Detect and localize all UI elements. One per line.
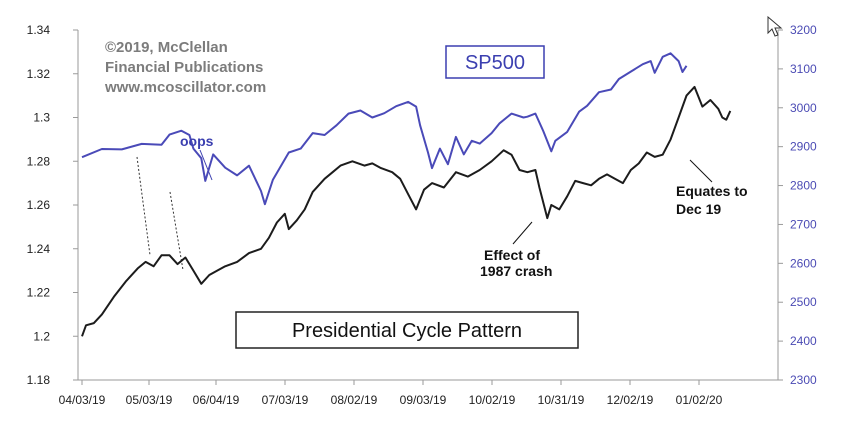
sp500-legend-label: SP500 (465, 52, 525, 74)
sp500-series-line (81, 52, 688, 206)
crash-annotation-line-1: Effect of (484, 247, 540, 263)
x-tick-label: 10/31/19 (538, 393, 585, 407)
crash-pointer-line (512, 221, 533, 245)
equates-annotation-line-2: Dec 19 (676, 201, 721, 217)
left-tick-label: 1.34 (27, 23, 51, 37)
left-tick-label: 1.28 (27, 154, 51, 168)
pattern-legend-box (235, 311, 579, 349)
x-tick-label: 12/02/19 (607, 393, 654, 407)
x-tick-label: 07/03/19 (262, 393, 309, 407)
left-tick-label: 1.26 (27, 198, 51, 212)
left-tick-label: 1.22 (27, 286, 51, 300)
x-axis-ticks: 04/03/19 05/03/19 06/04/19 07/03/19 08/02/19… (59, 380, 723, 407)
right-tick-label: 2300 (790, 373, 817, 387)
left-tick-label: 1.3 (33, 111, 50, 125)
x-tick-label: 09/03/19 (400, 393, 447, 407)
right-tick-label: 2500 (790, 295, 817, 309)
x-tick-label: 05/03/19 (126, 393, 173, 407)
sp500-legend-box (445, 45, 545, 79)
equates-pointer-line (689, 159, 713, 183)
left-axis-ticks: 1.18 1.2 1.22 1.24 1.26 1.28 1.3 1.32 1.34 (27, 23, 78, 387)
left-tick-label: 1.24 (27, 242, 51, 256)
x-tick-label: 10/02/19 (469, 393, 516, 407)
crash-annotation-line-2: 1987 crash (480, 263, 552, 279)
right-tick-label: 2900 (790, 140, 817, 154)
oops-annotation: oops (180, 133, 214, 149)
mouse-cursor-icon (767, 16, 783, 37)
credit-line-1: ©2019, McClellan (105, 39, 228, 56)
dotted-connector-2 (169, 191, 184, 271)
dotted-connector-1 (136, 156, 151, 256)
right-tick-label: 3100 (790, 62, 817, 76)
oops-pointer-line (199, 149, 213, 181)
x-tick-label: 01/02/20 (676, 393, 723, 407)
right-tick-label: 2400 (790, 334, 817, 348)
credit-line-3: www.mcoscillator.com (104, 79, 266, 96)
x-tick-label: 06/04/19 (193, 393, 240, 407)
credit-line-2: Financial Publications (105, 59, 263, 76)
right-tick-label: 2800 (790, 179, 817, 193)
left-tick-label: 1.18 (27, 373, 51, 387)
x-tick-label: 08/02/19 (331, 393, 378, 407)
right-tick-label: 3000 (790, 101, 817, 115)
left-tick-label: 1.32 (27, 67, 51, 81)
left-tick-label: 1.2 (33, 329, 50, 343)
right-tick-label: 2700 (790, 217, 817, 231)
equates-annotation-line-1: Equates to (676, 183, 748, 199)
pattern-series-line (81, 85, 732, 337)
right-tick-label: 3200 (790, 23, 817, 37)
pattern-legend-label: Presidential Cycle Pattern (292, 320, 522, 342)
right-tick-label: 2600 (790, 256, 817, 270)
right-axis-ticks: 2300 2400 2500 2600 2700 2800 2900 3000 3100 3200 (778, 23, 817, 387)
x-tick-label: 04/03/19 (59, 393, 106, 407)
